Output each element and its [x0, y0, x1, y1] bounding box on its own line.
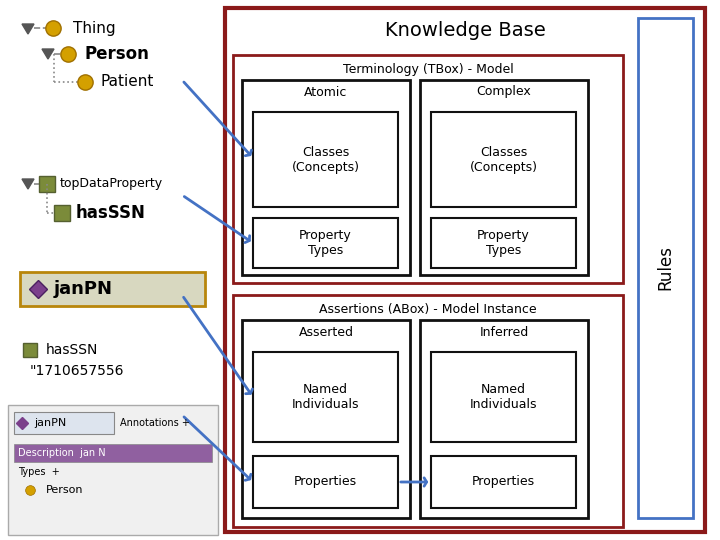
Text: Asserted: Asserted [299, 326, 354, 339]
Text: hasSSN: hasSSN [76, 204, 146, 222]
Text: Rules: Rules [657, 246, 675, 291]
Bar [431, 352, 576, 442]
Bar [233, 295, 623, 527]
Bar [14, 444, 212, 462]
Polygon shape [22, 179, 34, 189]
Text: Classes
(Concepts): Classes (Concepts) [469, 145, 538, 173]
Bar [253, 218, 398, 268]
Bar [431, 112, 576, 207]
Bar [233, 55, 623, 283]
Polygon shape [42, 49, 54, 59]
Text: "1710657556: "1710657556 [30, 364, 125, 378]
Text: Knowledge Base: Knowledge Base [384, 21, 545, 39]
Text: Person: Person [84, 45, 149, 63]
Bar [253, 112, 398, 207]
Text: Description  jan N: Description jan N [18, 448, 106, 458]
Text: Property
Types: Property Types [477, 229, 530, 257]
Bar [14, 412, 114, 434]
Bar [225, 8, 705, 532]
Text: Thing: Thing [73, 21, 116, 36]
Text: Inferred: Inferred [480, 326, 528, 339]
Text: Properties: Properties [472, 476, 535, 489]
Text: janPN: janPN [54, 280, 113, 298]
Bar [431, 456, 576, 508]
Text: Patient: Patient [101, 75, 154, 90]
Bar [638, 18, 693, 518]
Bar [20, 272, 205, 306]
Text: Property
Types: Property Types [299, 229, 352, 257]
Text: Atomic: Atomic [305, 85, 348, 98]
Bar [420, 80, 588, 275]
Bar [8, 405, 218, 535]
Bar [253, 456, 398, 508]
Text: Named
Individuals: Named Individuals [292, 383, 359, 411]
Text: Assertions (ABox) - Model Instance: Assertions (ABox) - Model Instance [319, 302, 537, 315]
Bar [242, 320, 410, 518]
Text: janPN: janPN [34, 418, 66, 428]
Text: Types  +: Types + [18, 467, 60, 477]
Bar [253, 352, 398, 442]
Bar [420, 320, 588, 518]
Text: Properties: Properties [294, 476, 357, 489]
Text: Terminology (TBox) - Model: Terminology (TBox) - Model [343, 63, 513, 76]
Bar [431, 218, 576, 268]
Text: Person: Person [46, 485, 84, 495]
Polygon shape [22, 24, 34, 34]
Text: Annotations +: Annotations + [120, 418, 190, 428]
Text: Complex: Complex [477, 85, 531, 98]
Bar [242, 80, 410, 275]
Text: Classes
(Concepts): Classes (Concepts) [292, 145, 359, 173]
Text: hasSSN: hasSSN [46, 343, 99, 357]
Text: Named
Individuals: Named Individuals [469, 383, 537, 411]
Text: topDataProperty: topDataProperty [60, 178, 163, 191]
